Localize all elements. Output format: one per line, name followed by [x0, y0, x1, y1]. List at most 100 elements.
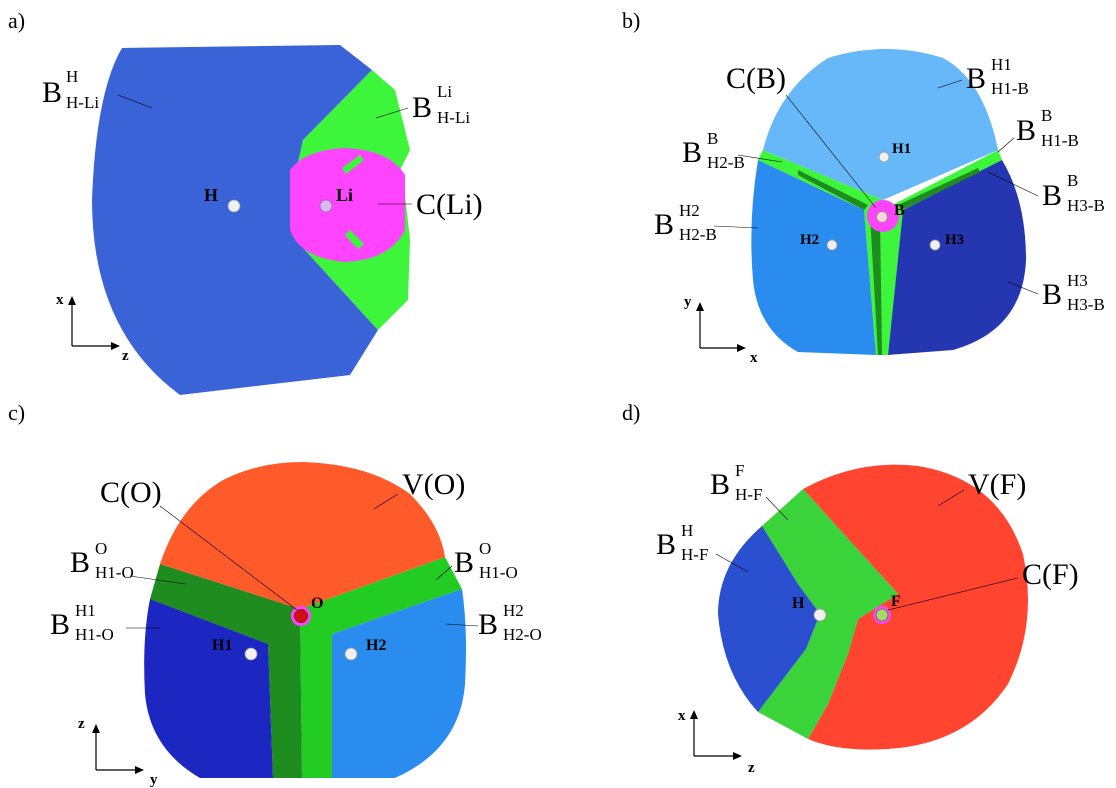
leader-bf	[765, 496, 789, 521]
atom-h	[227, 199, 241, 213]
axis-label-x-a: x	[56, 292, 64, 308]
atom-label-h2: H2	[800, 232, 819, 248]
label-bh2-c-base: B	[478, 608, 498, 641]
basin-v-o	[160, 462, 445, 609]
label-core-b: C(B)	[726, 62, 786, 95]
leader-bli	[375, 107, 409, 119]
label-bh1-sup: H1	[991, 55, 1012, 74]
dark-green-branch-right	[898, 168, 980, 210]
label-bh2-base: B	[654, 208, 674, 241]
atom-h1-c	[244, 647, 258, 661]
atom-label-b: B	[894, 202, 905, 219]
leader-vf	[937, 489, 965, 507]
leader-bo2	[435, 565, 453, 581]
basin-bh3-h3-b	[888, 160, 1026, 355]
axis-label-z-d: z	[748, 760, 755, 776]
atom-label-h2-c: H2	[366, 637, 386, 654]
label-bh1-sub: H1-B	[991, 79, 1029, 98]
label-bh3-base: B	[1042, 278, 1062, 311]
leader-bb2	[737, 154, 783, 163]
core-li-region	[290, 148, 405, 262]
label-bh3-sup: H3	[1067, 271, 1088, 290]
label-v-o: V(O)	[402, 468, 465, 501]
leader-bh1	[937, 79, 963, 89]
label-bb3-sup: B	[1067, 171, 1078, 190]
atom-label-h: H	[204, 185, 218, 205]
basin-bo-left	[150, 564, 302, 778]
leader-bb1	[997, 137, 1015, 153]
label-bh-base: B	[42, 76, 62, 109]
label-bo1-sup: O	[95, 539, 107, 558]
label-bb1-base: B	[1016, 114, 1036, 147]
leader-bh	[117, 94, 153, 109]
atom-h2	[826, 239, 838, 251]
axis-label-z-a: z	[122, 348, 129, 364]
label-bb2-sup: B	[707, 129, 718, 148]
basin-bh2-h2-b	[751, 160, 876, 355]
leader-co	[159, 505, 298, 611]
dark-green-branch-left	[798, 170, 868, 210]
atom-h3	[929, 239, 941, 251]
panel-a-letter: a)	[8, 8, 25, 33]
label-v-f: V(F)	[968, 468, 1026, 501]
label-bh-d-base: B	[656, 528, 676, 561]
axis-horizontal-arrow-c	[135, 766, 144, 774]
label-core-li: C(Li)	[416, 188, 483, 221]
panel-d-figure: d) F H B F H-F B H H-F V(F) C(F) x z	[622, 400, 1079, 776]
axis-label-y-c: y	[150, 772, 158, 788]
label-core-o: C(O)	[100, 476, 162, 509]
axis-label-y-b: y	[684, 294, 692, 310]
label-bh-sub: H-Li	[66, 93, 99, 112]
axis-vertical-arrow-c	[92, 724, 100, 733]
label-bf-base: B	[710, 468, 730, 501]
panel-c: c) O H1 H2 C(O) V(O) B O H1-O B O H1-O B…	[0, 394, 558, 788]
basin-bh1-h1-b	[763, 49, 998, 200]
atom-label-h3: H3	[945, 232, 964, 248]
atom-label-li: Li	[336, 185, 353, 205]
green-notch-1	[342, 155, 364, 174]
label-bb1-sup: B	[1041, 106, 1052, 125]
label-bb3-base: B	[1042, 179, 1062, 212]
label-bo1-base: B	[70, 546, 90, 579]
panel-b: b) H1 H2 H3 B C(B) B H1 H1-B B B H1-B B …	[558, 0, 1116, 394]
green-notch-2	[345, 230, 364, 249]
atom-h1	[878, 151, 890, 163]
axis-label-x-d: x	[678, 708, 686, 724]
atom-f	[875, 608, 889, 622]
atom-label-h-d: H	[792, 595, 805, 612]
basin-bh2-h2-o	[332, 589, 466, 778]
atom-label-h1-c: H1	[212, 637, 232, 654]
axis-label-x-b: x	[750, 350, 758, 366]
label-bh2-c-sup: H2	[503, 601, 524, 620]
panel-d: d) F H B F H-F B H H-F V(F) C(F) x z	[558, 394, 1116, 788]
label-bh-d-sup: H	[681, 521, 693, 540]
panel-b-figure: b) H1 H2 H3 B C(B) B H1 H1-B B B H1-B B …	[622, 8, 1105, 366]
label-bf-sub: H-F	[735, 485, 762, 504]
label-bb1-sub: H1-B	[1041, 131, 1079, 150]
basin-bh1-h1-o	[144, 599, 273, 778]
leader-bh-d	[715, 553, 749, 573]
label-bo1-sub: H1-O	[95, 563, 134, 582]
basin-bh-h-li	[92, 45, 378, 395]
atom-h-d	[813, 608, 827, 622]
label-bb3-sub: H3-B	[1067, 196, 1105, 215]
atom-label-f: F	[891, 593, 901, 610]
axis-vertical-arrow-d	[690, 710, 698, 719]
panel-a-figure: a) H Li B H H-Li B Li H-Li C(Li) x z	[8, 8, 483, 395]
leader-bb3	[987, 171, 1039, 197]
leader-bh2	[713, 225, 759, 229]
atom-label-h1: H1	[892, 141, 911, 157]
panel-d-letter: d)	[622, 400, 640, 425]
basin-bf-h-f	[758, 489, 898, 739]
label-bh1-c-sub: H1-O	[75, 625, 114, 644]
panel-c-figure: c) O H1 H2 C(O) V(O) B O H1-O B O H1-O B…	[8, 400, 542, 788]
atom-b	[876, 211, 888, 223]
axis-horizontal-arrow-d	[733, 752, 742, 760]
basin-bh-h-f	[718, 526, 820, 712]
label-bh1-c-base: B	[50, 608, 70, 641]
label-bh-d-sub: H-F	[681, 545, 708, 564]
atom-label-o: O	[311, 595, 323, 612]
basin-v-f	[803, 464, 1028, 750]
leader-bo1	[129, 575, 187, 585]
dark-green-spine	[870, 215, 882, 355]
